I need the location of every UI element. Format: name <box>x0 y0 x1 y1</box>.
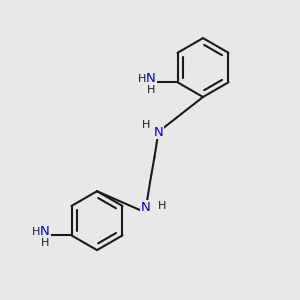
Text: H: H <box>41 238 49 248</box>
Text: N: N <box>146 72 156 85</box>
Text: N: N <box>141 201 151 214</box>
Text: H: H <box>32 227 41 237</box>
Text: H: H <box>138 74 146 84</box>
Text: N: N <box>154 126 164 139</box>
Text: H: H <box>147 85 155 94</box>
Text: H: H <box>158 201 166 211</box>
Text: N: N <box>40 225 50 239</box>
Text: H: H <box>142 120 151 130</box>
